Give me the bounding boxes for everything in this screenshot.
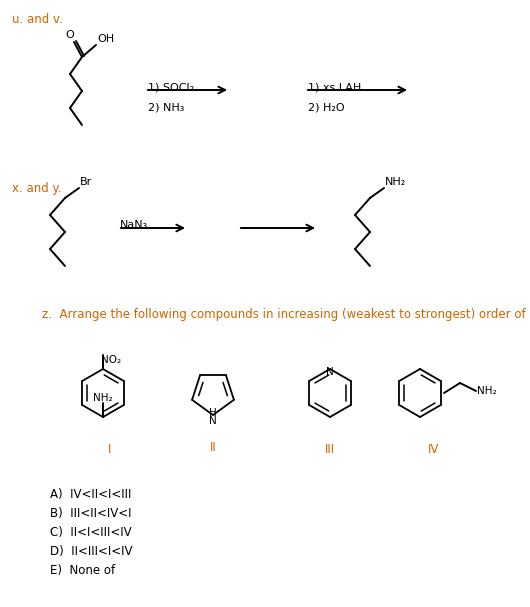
Text: I: I	[108, 443, 111, 456]
Text: NH₂: NH₂	[93, 393, 113, 403]
Text: A)  IV<II<I<III: A) IV<II<I<III	[50, 488, 131, 501]
Text: IV: IV	[428, 443, 439, 456]
Text: 2) NH₃: 2) NH₃	[148, 102, 184, 112]
Text: 2) H₂O: 2) H₂O	[308, 102, 345, 112]
Text: C)  II<I<III<IV: C) II<I<III<IV	[50, 526, 131, 539]
Text: NH₂: NH₂	[477, 386, 497, 396]
Text: H: H	[209, 408, 217, 418]
Text: D)  II<III<I<IV: D) II<III<I<IV	[50, 545, 132, 558]
Text: NaN₃: NaN₃	[120, 220, 148, 230]
Text: Br: Br	[80, 177, 92, 187]
Text: III: III	[325, 443, 335, 456]
Text: O: O	[66, 30, 74, 40]
Text: u. and v.: u. and v.	[12, 13, 63, 26]
Text: NH₂: NH₂	[385, 177, 407, 187]
Text: 1) SOCl₂: 1) SOCl₂	[148, 82, 194, 92]
Text: x. and y.: x. and y.	[12, 182, 61, 195]
Text: NO₂: NO₂	[101, 355, 121, 365]
Text: 1) xs LAH: 1) xs LAH	[308, 82, 361, 92]
Text: N: N	[326, 367, 334, 377]
Text: E)  None of: E) None of	[50, 564, 115, 577]
Text: z.  Arrange the following compounds in increasing (weakest to strongest) order o: z. Arrange the following compounds in in…	[42, 308, 530, 321]
Text: II: II	[210, 441, 216, 454]
Text: N: N	[209, 416, 217, 426]
Text: OH: OH	[97, 34, 114, 44]
Text: B)  III<II<IV<I: B) III<II<IV<I	[50, 507, 131, 520]
